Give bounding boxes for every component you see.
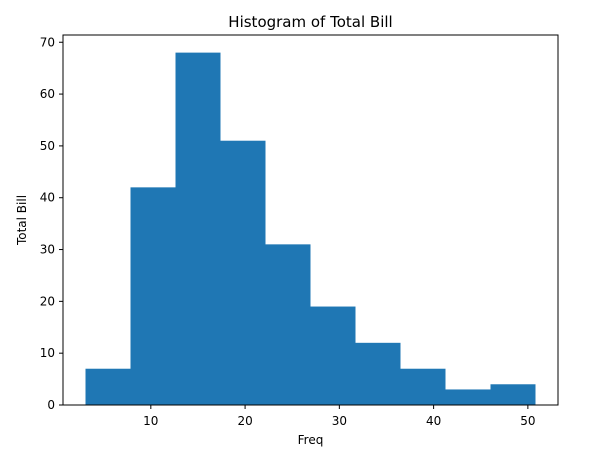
chart-title: Histogram of Total Bill [228,13,392,31]
y-tick-label: 70 [40,35,55,49]
y-tick-label: 0 [47,398,55,412]
plot-area-frame [62,34,559,406]
histogram-bar [445,389,491,405]
histogram-bar [220,140,266,405]
histogram-bar [400,368,446,405]
x-tick-label: 20 [237,414,252,428]
y-tick-label: 50 [40,139,55,153]
histogram-bar [490,384,536,405]
x-tick-label: 50 [520,414,535,428]
x-axis-label: Freq [298,433,324,447]
y-tick-label: 20 [40,294,55,308]
x-tick-label: 40 [426,414,441,428]
histogram-bar [85,368,131,405]
histogram-bar [355,342,401,405]
y-tick-label: 60 [40,87,55,101]
y-axis: 0 10 20 30 40 50 60 70 [40,35,63,412]
bars-layer [85,52,536,405]
x-axis: 10 20 30 40 50 [143,405,536,428]
x-tick-label: 30 [332,414,347,428]
histogram-bar [310,306,356,405]
y-tick-label: 30 [40,243,55,257]
histogram-bar [175,52,221,405]
y-tick-label: 10 [40,346,55,360]
y-tick-label: 40 [40,191,55,205]
y-axis-label: Total Bill [15,195,29,246]
histogram-bar [265,244,311,405]
histogram-bar [130,187,176,405]
x-tick-label: 10 [143,414,158,428]
